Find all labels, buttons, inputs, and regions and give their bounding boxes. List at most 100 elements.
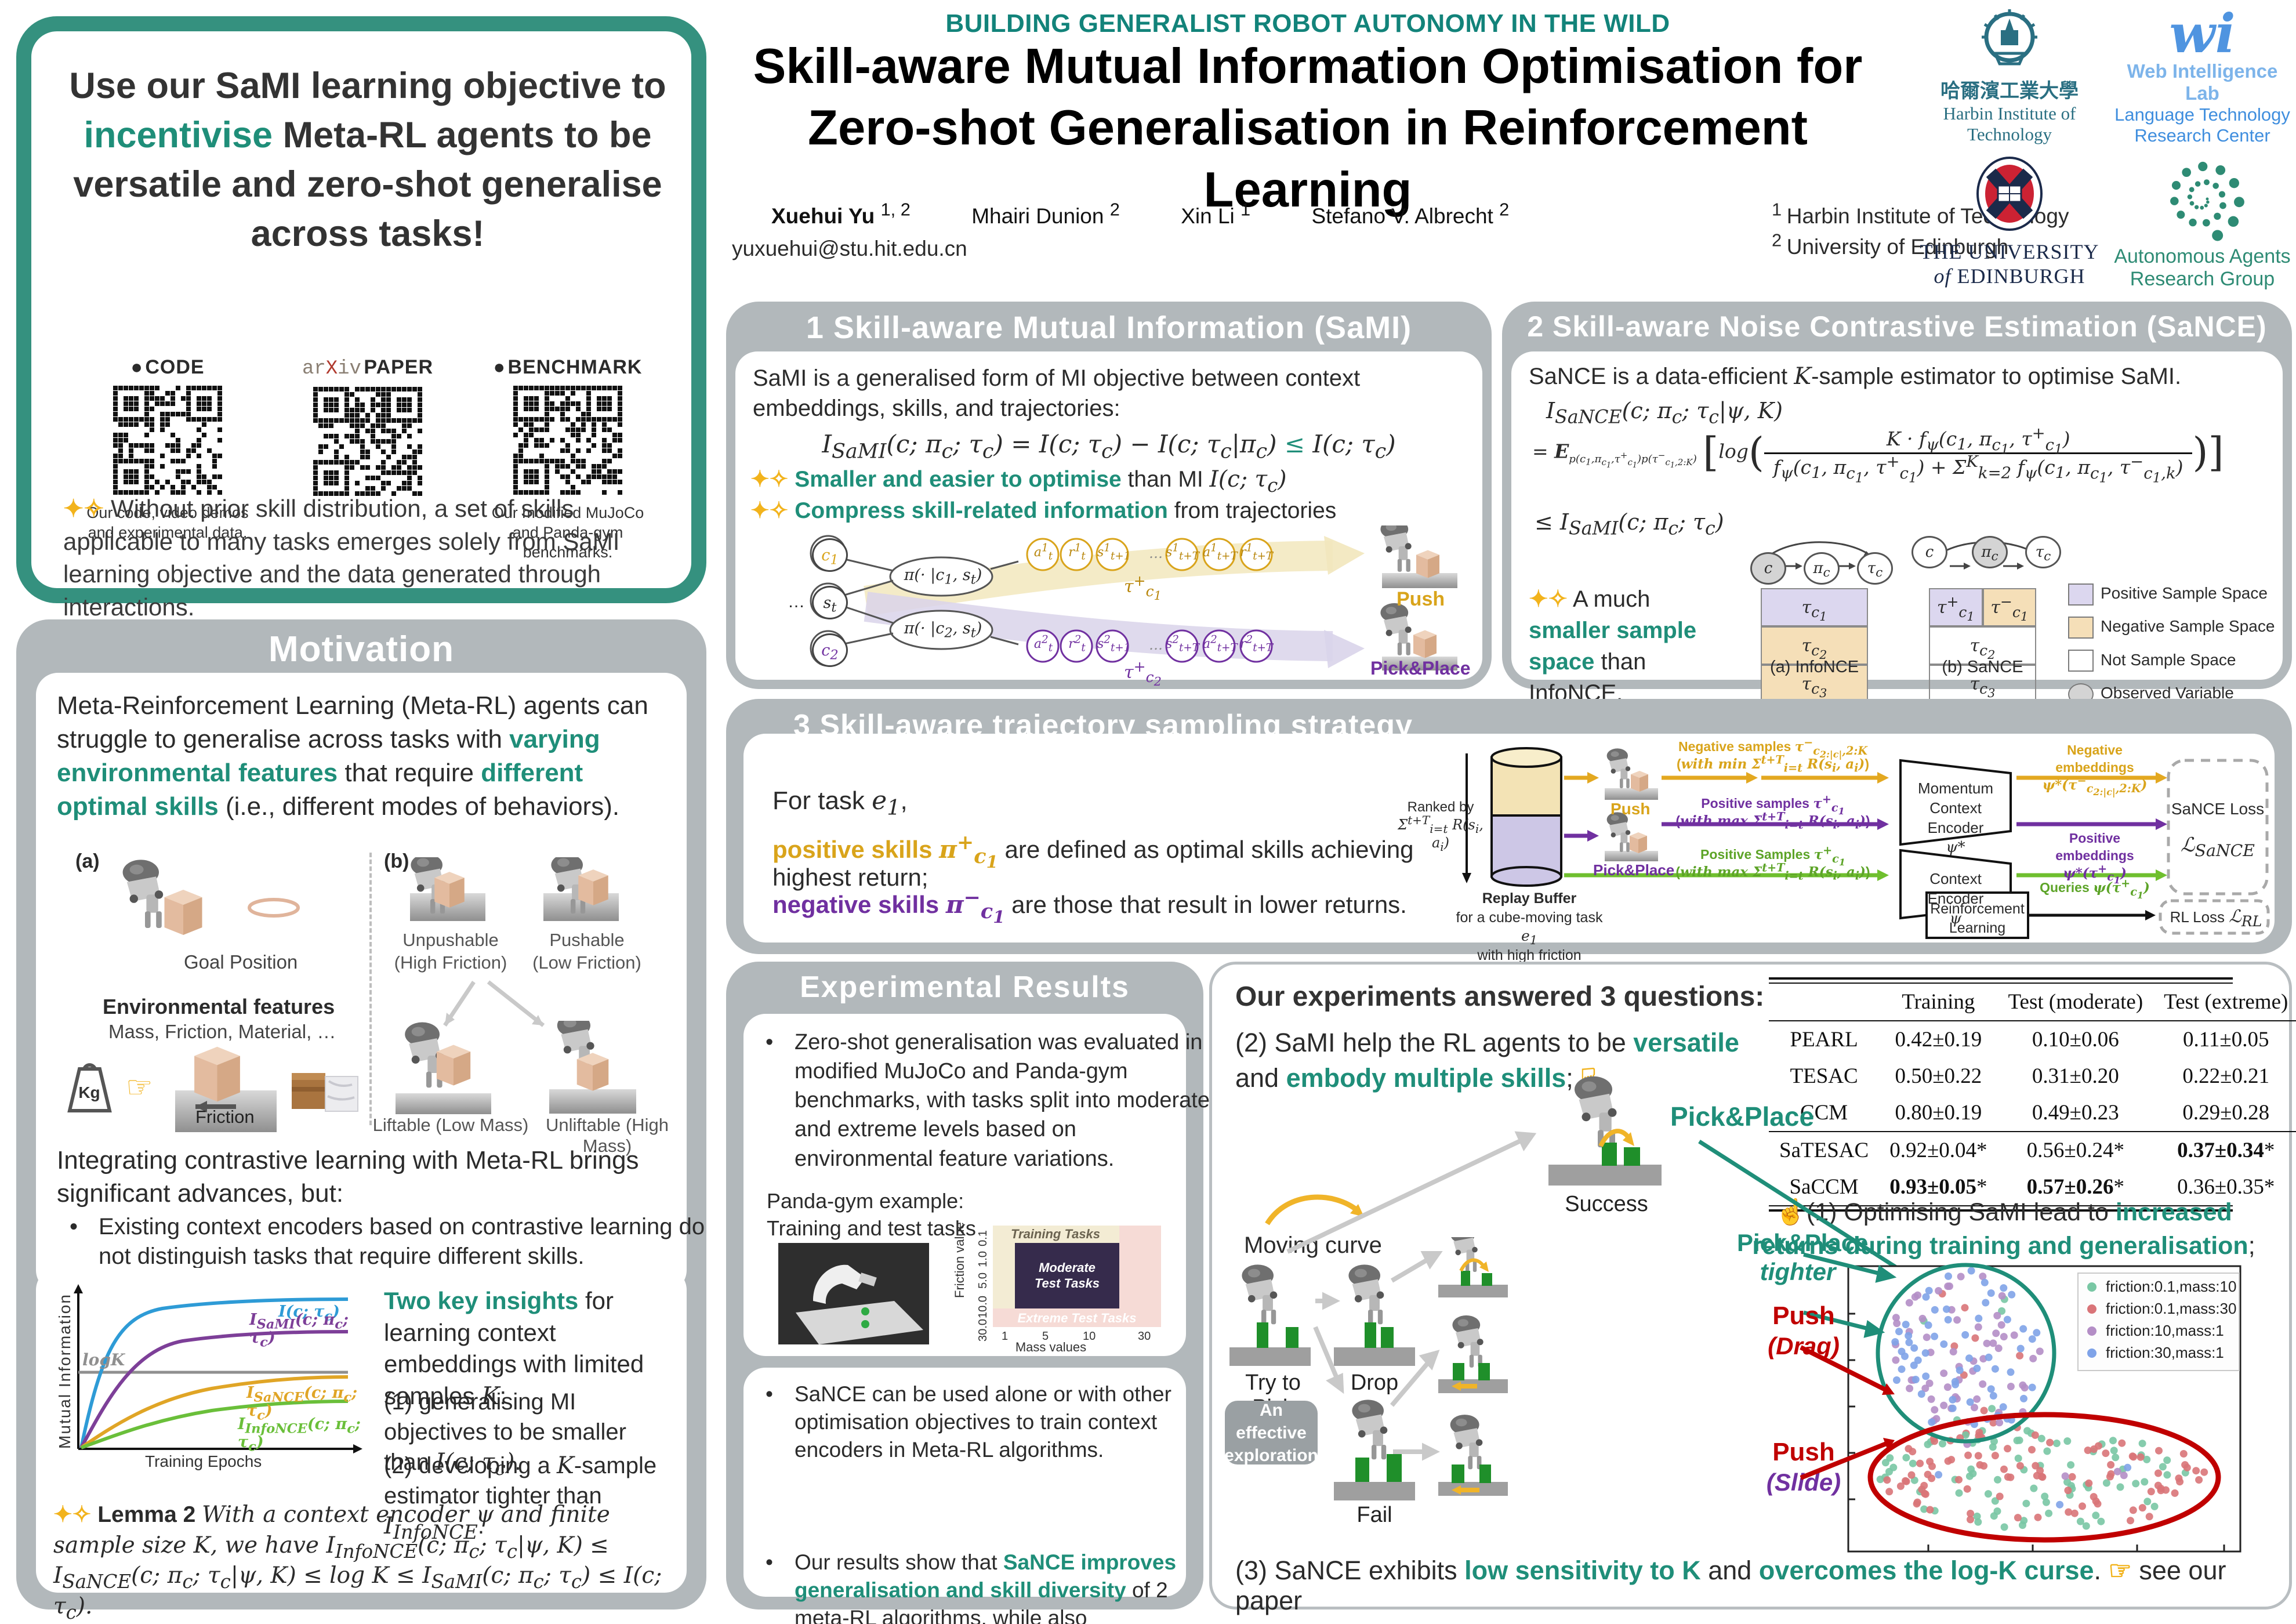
section1-panel: 1 Skill-aware Mutual Information (SaMI) …	[726, 302, 1492, 689]
svg-text:1.0: 1.0	[977, 1251, 989, 1267]
drop-caption: Drop	[1350, 1371, 1399, 1395]
lemma-2: ✦✧ Lemma 2 With a context encoder ψ and …	[53, 1502, 662, 1623]
mini-slide-scene	[1438, 1415, 1508, 1496]
curve-label-sami: ISaMI(c; πc; τc)	[249, 1311, 349, 1350]
s2-p1: SaNCE is a data-efficient K-sample estim…	[1529, 363, 2182, 390]
qr-code-block: ● CODE Our code, video demos and experim…	[63, 356, 672, 561]
title-line2: Zero-shot Generalisation in Reinforcemen…	[808, 100, 1808, 217]
friction-scene	[175, 1046, 277, 1132]
push-slide-label: Push (Slide)	[1766, 1438, 1841, 1496]
s3-pipeline: Ranked by Σt+Ti=t R(si, ai) Replay Buffer…	[1398, 737, 2277, 963]
tasks-heatmap: Training Tasks Moderate Test Tasks Extre…	[952, 1216, 1173, 1354]
aarg-name1: Autonomous Agents	[2114, 245, 2291, 267]
motivation-box1: Meta-Reinforcement Learning (Meta-RL) ag…	[36, 673, 705, 1395]
svg-text:Kg: Kg	[78, 1083, 100, 1101]
gm-node-c: c	[1750, 552, 1786, 585]
svg-text:friction:10,mass:1: friction:10,mass:1	[2106, 1322, 2224, 1339]
drop-scene	[1334, 1264, 1415, 1366]
expleft-header: Experimental Results	[800, 970, 1130, 1004]
env-sub-label: Mass, Friction, Material, …	[108, 1021, 336, 1042]
panda-robot-image	[778, 1243, 929, 1344]
svg-text:Test Tasks: Test Tasks	[1035, 1276, 1100, 1290]
s3-p3: negative skills π−c1 are those that resu…	[772, 886, 1407, 927]
motivation-panel: Motivation Meta-Reinforcement Learning (…	[16, 619, 706, 1622]
hit-crest-icon	[1982, 9, 2037, 66]
replay-buffer-label: Replay Buffer for a cube-moving task e1 wi…	[1456, 890, 1603, 963]
positive-swatch	[2068, 583, 2094, 606]
replay-buffer-icon	[1462, 747, 1562, 887]
svg-text:30.0: 30.0	[977, 1319, 989, 1342]
gm-sance: c πc τc	[1911, 536, 2062, 582]
kg-weight-icon: Kg	[67, 1063, 112, 1112]
fail-caption: Fail	[1356, 1503, 1392, 1527]
github-icon: ●	[130, 356, 143, 378]
s1-diagram: c1 st c2 … π(· |c1, st) π(· |c2, st) a1t…	[741, 525, 1477, 687]
policy1-label: π(· |c1, st)	[904, 566, 982, 588]
title-line1: Skill-aware Mutual Information Optimisat…	[753, 39, 1863, 94]
gm-node-tau2: τc	[2025, 536, 2061, 568]
s1-bullet1: ✦✧ Smaller and easier to optimise than M…	[750, 466, 1287, 496]
stack-row: τc2	[1761, 626, 1868, 665]
hero-box: Use our SaMI learning objective to incen…	[16, 16, 706, 621]
svg-text:1: 1	[1002, 1330, 1008, 1343]
pickplace-callout: Pick&Place	[1670, 1101, 1815, 1132]
curve-label-I: I(c; τc)	[278, 1303, 340, 1324]
push-robot-icon	[1380, 525, 1457, 588]
push-drag-label: Push (Drag)	[1768, 1302, 1840, 1360]
chart-ylabel: Mutual Information	[56, 1293, 74, 1449]
pick-thumb-label: Pick&Place	[1593, 861, 1675, 879]
liftable-scene	[396, 1022, 491, 1114]
expleft-box1: Zero-shot generalisation was evaluated i…	[743, 1014, 1210, 1356]
pickplace-label2: Pick&Place	[1370, 658, 1471, 679]
gm-infonce: c πc τc	[1743, 536, 1894, 585]
node-c2: c2	[812, 633, 848, 667]
s3-p1: For task e1,	[772, 786, 908, 820]
stackB-caption: (b) SaNCE	[1942, 658, 2023, 676]
success-caption: Success	[1565, 1192, 1648, 1216]
gm-node-c2: c	[1911, 536, 1947, 568]
page-title: Skill-aware Mutual Information Optimisat…	[719, 36, 1896, 221]
logo-uoe: THE UNIVERSITY of EDINBURGH	[1917, 155, 2102, 295]
rl-loss-label: RL Loss ℒRL	[2170, 907, 2262, 930]
pushable-label: Pushable (Low Friction)	[532, 930, 641, 973]
svg-text:10.0: 10.0	[977, 1296, 989, 1318]
logo-aarg: Autonomous Agents Research Group	[2111, 155, 2294, 295]
question3-text: (3) SaNCE exhibits low sensitivity to K …	[1235, 1556, 2226, 1615]
friction-label: Friction	[195, 1107, 255, 1127]
motivation-p1: Meta-Reinforcement Learning (Meta-RL) ag…	[57, 691, 648, 821]
pos-samples2-label: Positive Samples τ+c1 (with max Σt+Ti=t R…	[1675, 843, 1870, 883]
neg-emb-label: Negative embeddings ψ*(τ−c2:|c|,2:K)	[2042, 742, 2148, 798]
section2-header: 2 Skill-aware Noise Contrastive Estimati…	[1527, 310, 2267, 343]
queries-label: Queries ψ(τ+c1)	[2040, 876, 2150, 901]
s2-eq1: ISaNCE(c; πc; τc|ψ, K)	[1546, 398, 1783, 428]
svg-text:Training Tasks: Training Tasks	[1011, 1227, 1100, 1241]
svg-text:10: 10	[1083, 1330, 1096, 1343]
motivation-bullet1: Existing context encoders based on contr…	[57, 1212, 708, 1271]
sequence-arrows	[1286, 1131, 1537, 1461]
context-encoder-label: Context Encoder ψ	[1927, 870, 1984, 927]
stack-row: τc3	[1761, 665, 1868, 703]
s2-note: ✦✧ A much smaller sample space than Info…	[1529, 586, 1697, 706]
rl-loss-box	[2159, 899, 2270, 935]
push-thumb-label: Push	[1611, 800, 1651, 818]
insight-2: (2) developing a K-sample estimator tigh…	[384, 1452, 657, 1543]
fig-a-label: (a)	[75, 850, 100, 872]
logk-label: logK	[82, 1350, 125, 1369]
moving-curve-label: Moving curve	[1244, 1232, 1382, 1258]
svg-text:friction:0.1,mass:30: friction:0.1,mass:30	[2106, 1300, 2236, 1317]
material-cubes-icon	[292, 1073, 358, 1112]
stack-row: τc2	[1929, 626, 2036, 665]
logo-wi: wi Web Intelligence Lab Language Technol…	[2111, 7, 2294, 152]
section2-panel: 2 Skill-aware Noise Contrastive Estimati…	[1502, 302, 2292, 741]
svg-text:friction:30,mass:1: friction:30,mass:1	[2106, 1344, 2224, 1361]
section2-box: SaNCE is a data-efficient K-sample estim…	[1511, 351, 2283, 741]
aarg-icon	[2170, 161, 2244, 241]
hit-name-en1: Harbin Institute of	[1943, 103, 2076, 124]
goal-label: Goal Position	[184, 951, 298, 973]
section1-box: SaMI is a generalised form of MI objecti…	[735, 351, 1482, 687]
question2-text: (2) SaMI help the RL agents to be versat…	[1235, 1028, 1739, 1093]
stack-row-pos: τ+c1	[1929, 588, 1983, 626]
svg-text:friction:0.1,mass:10: friction:0.1,mass:10	[2106, 1278, 2236, 1295]
push-slide-arrow	[1800, 1438, 1895, 1480]
node-st: st	[812, 586, 848, 619]
